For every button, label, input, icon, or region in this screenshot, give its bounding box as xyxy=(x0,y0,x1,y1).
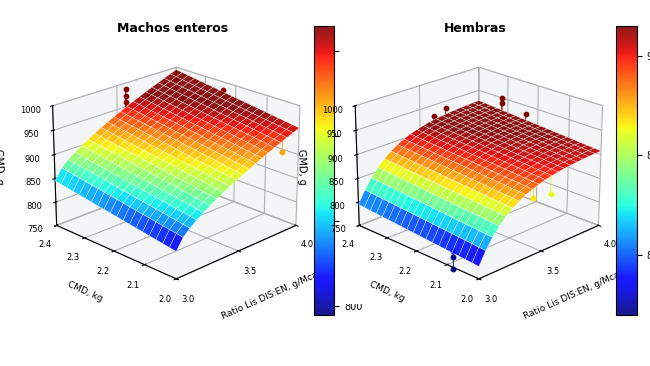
Text: P. Aymerich: P. Aymerich xyxy=(111,187,170,197)
Title: Machos enteros: Machos enteros xyxy=(117,22,228,36)
Text: 3: 3 xyxy=(475,138,502,176)
Title: Hembras: Hembras xyxy=(444,22,506,36)
Y-axis label: CMD, kg: CMD, kg xyxy=(66,279,103,303)
X-axis label: Ratio Lis DIS:EN, g/Mcal: Ratio Lis DIS:EN, g/Mcal xyxy=(220,269,321,321)
Y-axis label: CMD, kg: CMD, kg xyxy=(368,279,406,303)
X-axis label: Ratio Lis DIS:EN, g/Mcal: Ratio Lis DIS:EN, g/Mcal xyxy=(523,269,624,321)
